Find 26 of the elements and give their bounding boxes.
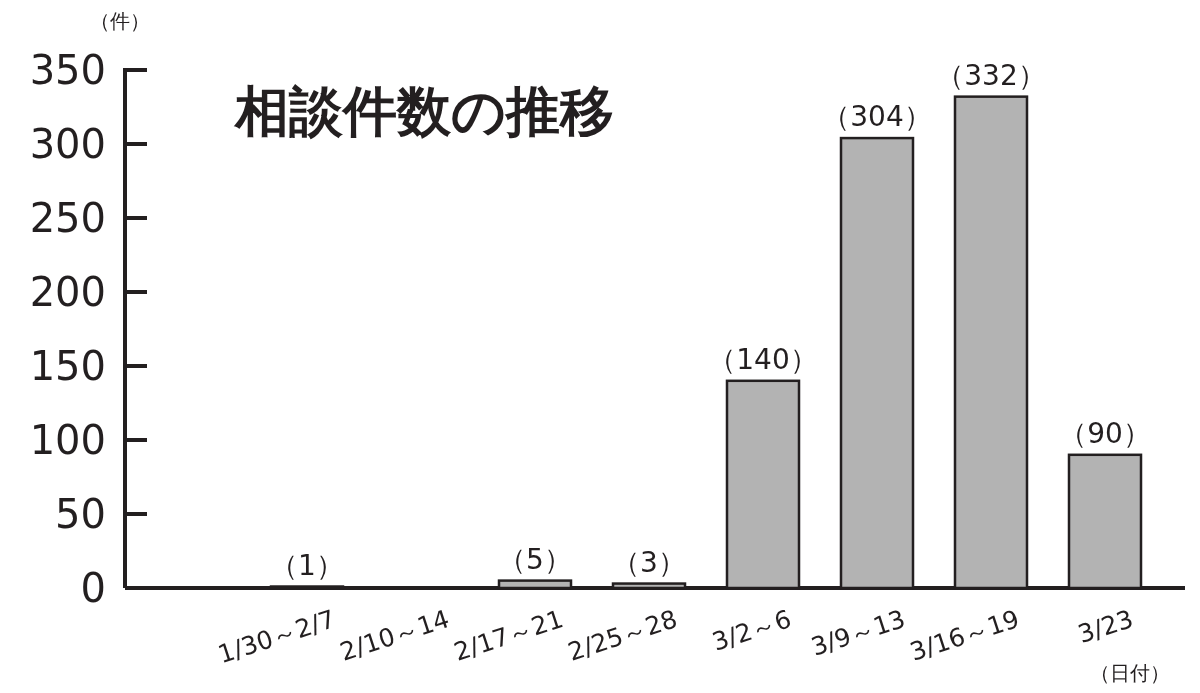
y-tick-label: 100 <box>29 417 106 463</box>
x-tick-label: 3/16～19 <box>906 604 1023 667</box>
data-label: （5） <box>498 542 572 576</box>
x-tick-label: 3/23 <box>1074 604 1137 650</box>
data-label: （3） <box>612 545 686 579</box>
data-label: （304） <box>822 100 932 134</box>
y-tick-label: 300 <box>29 121 106 167</box>
data-label: （1） <box>270 548 344 582</box>
x-tick-label: 3/9～13 <box>807 604 909 662</box>
x-tick-label: 2/10～14 <box>336 604 453 667</box>
y-tick-label: 0 <box>80 565 106 611</box>
data-label: （90） <box>1059 416 1151 450</box>
x-axis-title: （日付） <box>1090 661 1170 685</box>
y-tick-label: 50 <box>55 491 106 537</box>
chart-title: 相談件数の推移 <box>233 80 614 143</box>
y-axis-title: （件） <box>90 9 150 33</box>
y-tick-label: 200 <box>29 269 106 315</box>
y-tick-label: 350 <box>29 47 106 93</box>
data-label: （332） <box>936 58 1046 92</box>
y-tick-label: 150 <box>29 343 106 389</box>
data-label: （140） <box>708 342 818 376</box>
y-tick-label: 250 <box>29 195 106 241</box>
x-tick-label: 1/30～2/7 <box>214 604 339 670</box>
x-tick-label: 2/25～28 <box>564 604 681 667</box>
x-tick-label: 2/17～21 <box>450 604 567 667</box>
x-tick-label: 3/2～6 <box>708 604 795 657</box>
